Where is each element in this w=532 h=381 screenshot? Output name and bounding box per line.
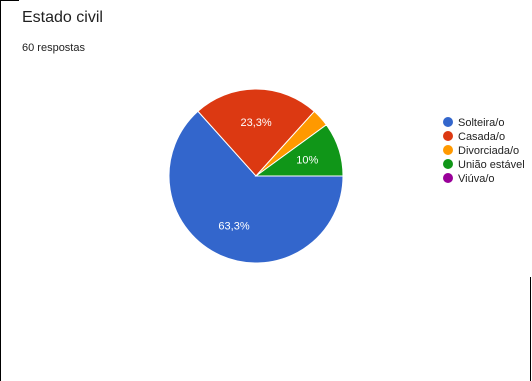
slice-label-0: 63,3%: [218, 220, 249, 232]
legend-marker-2: [443, 145, 453, 155]
legend-label-4: Viúva/o: [458, 173, 495, 185]
right-border-line: [530, 277, 531, 381]
pie-slices: [168, 88, 344, 264]
legend-marker-0: [443, 117, 453, 127]
slice-label-3: 10%: [296, 154, 318, 166]
legend-marker-4: [443, 173, 453, 183]
response-count: 60 respostas: [22, 42, 85, 54]
legend: Solteira/o Casada/o Divorciada/o União está…: [443, 117, 525, 185]
legend-marker-3: [443, 159, 453, 169]
pie-slice-0[interactable]: [168, 110, 344, 264]
slice-label-1: 23,3%: [240, 117, 271, 129]
legend-label-3: União estável: [458, 159, 525, 171]
legend-label-1: Casada/o: [458, 131, 505, 143]
pie-slice-3[interactable]: [254, 124, 344, 177]
legend-label-2: Divorciada/o: [458, 145, 519, 157]
chart-title: Estado civil: [22, 9, 103, 26]
top-border-line: [1, 0, 19, 1]
pie-slice-1[interactable]: [197, 88, 316, 177]
legend-label-0: Solteira/o: [458, 117, 504, 129]
percent-labels: 63,3% 23,3% 10%: [218, 117, 318, 232]
legend-marker-1: [443, 131, 453, 141]
